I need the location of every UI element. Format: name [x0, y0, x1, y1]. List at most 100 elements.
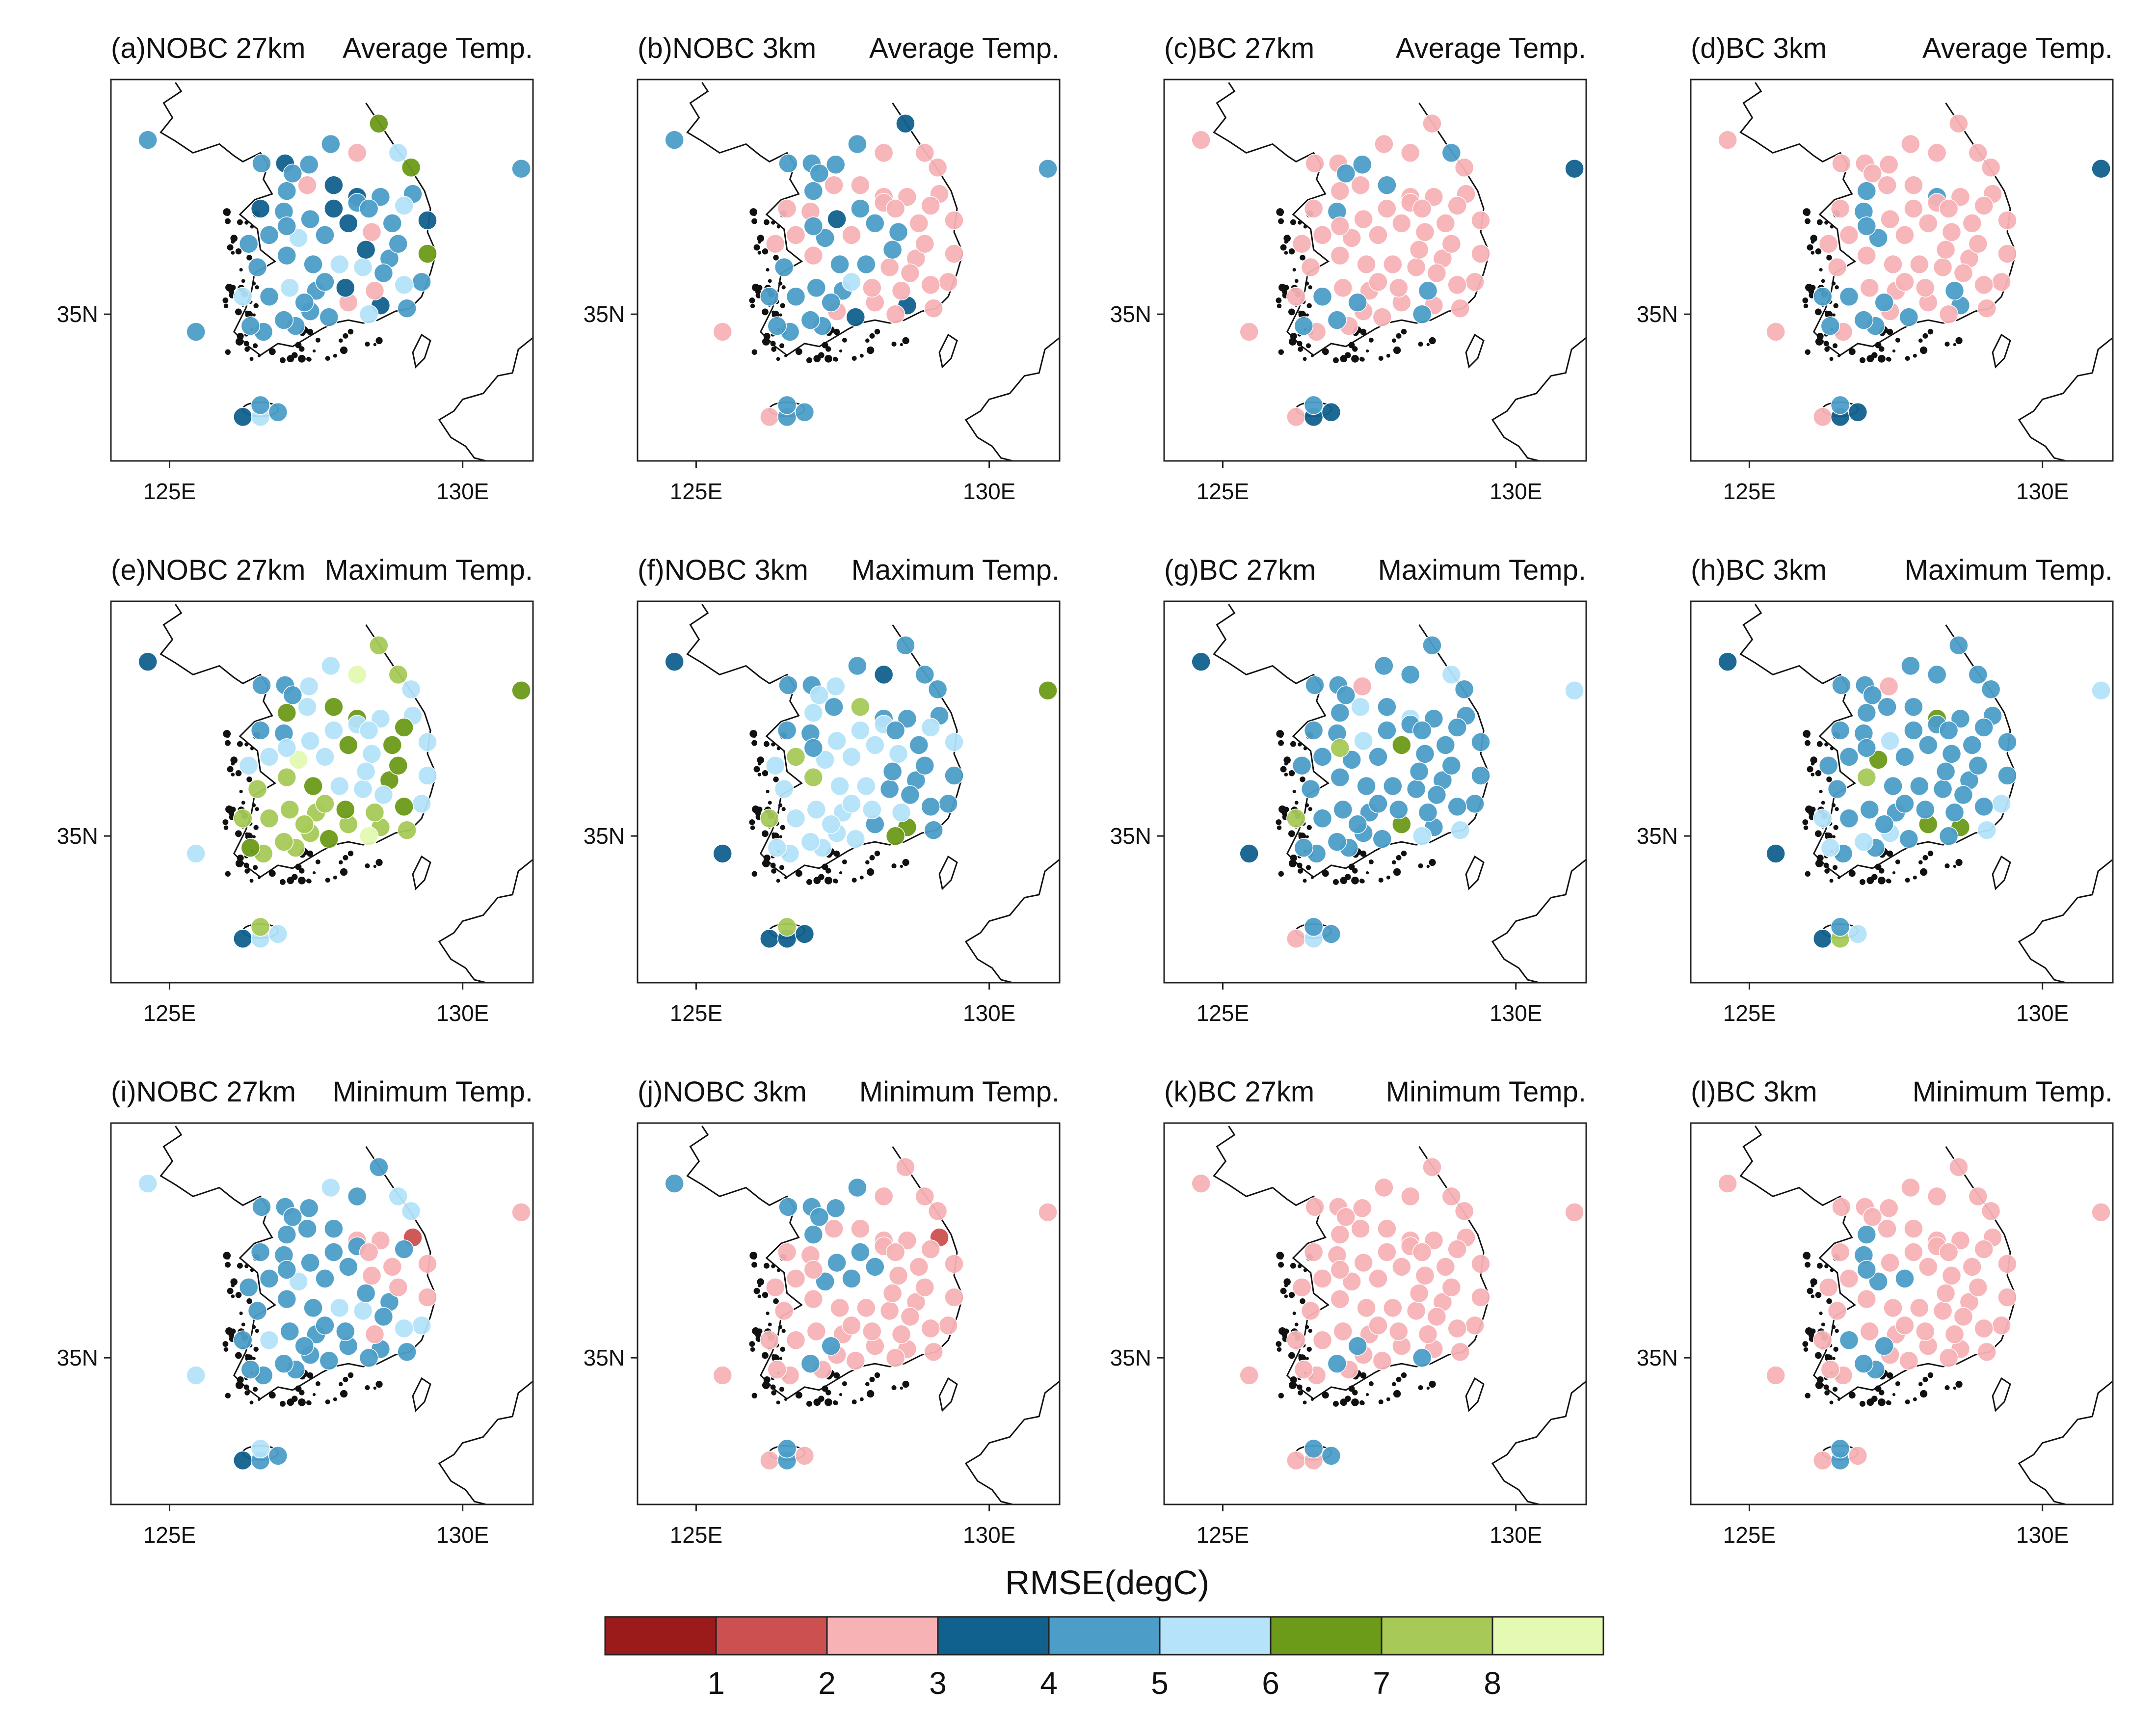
- japan-coastline: [438, 1380, 533, 1504]
- small-island: [307, 328, 314, 335]
- small-island: [1300, 255, 1305, 261]
- station-marker: [924, 1342, 943, 1362]
- north-coastline: [686, 604, 761, 678]
- small-island: [1401, 1372, 1407, 1378]
- small-island: [237, 741, 243, 747]
- station-marker: [803, 703, 824, 723]
- small-island: [1871, 874, 1878, 880]
- station-marker: [713, 844, 732, 863]
- station-marker: [1333, 800, 1353, 820]
- small-island: [279, 879, 286, 885]
- station-marker: [186, 844, 206, 863]
- station-marker: [928, 158, 948, 178]
- station-marker: [1383, 1298, 1403, 1318]
- station-marker: [233, 808, 253, 829]
- station-marker: [1321, 402, 1341, 422]
- small-island: [1832, 1357, 1836, 1360]
- station-marker: [1997, 732, 2017, 752]
- small-island: [1276, 297, 1282, 303]
- map-content: [665, 82, 1060, 461]
- panel-variable: Average Temp.: [343, 32, 533, 64]
- station-marker: [1904, 1219, 1923, 1238]
- station-marker: [777, 721, 797, 740]
- station-marker: [1454, 1201, 1474, 1221]
- small-island: [757, 1278, 764, 1286]
- small-island: [762, 859, 770, 867]
- small-island: [1895, 337, 1900, 343]
- tsushima-island: [1465, 333, 1485, 369]
- small-island: [253, 825, 259, 831]
- station-marker: [1936, 761, 1956, 781]
- small-island: [780, 825, 785, 831]
- small-island: [832, 356, 838, 362]
- station-marker: [1839, 747, 1859, 767]
- station-marker: [1377, 1242, 1397, 1262]
- small-island: [1391, 860, 1396, 865]
- small-island: [1835, 1329, 1839, 1333]
- station-marker: [842, 1269, 861, 1288]
- station-marker: [1191, 652, 1211, 671]
- station-marker: [1351, 697, 1370, 717]
- lon-tick-label: 125E: [1723, 1522, 1776, 1548]
- small-island: [237, 1262, 243, 1269]
- small-island: [781, 1329, 786, 1333]
- small-island: [779, 1387, 785, 1392]
- small-island: [753, 1288, 760, 1294]
- small-island: [1957, 859, 1961, 864]
- small-island: [1878, 354, 1886, 363]
- small-island: [1887, 328, 1893, 335]
- small-island: [1396, 855, 1402, 860]
- station-marker: [1939, 304, 1959, 324]
- small-island: [818, 1395, 825, 1402]
- small-island: [1304, 281, 1309, 286]
- station-marker: [1950, 709, 1970, 728]
- station-marker: [1863, 1207, 1883, 1227]
- station-marker: [1301, 257, 1321, 277]
- station-marker: [786, 808, 806, 829]
- small-island: [338, 1382, 343, 1387]
- station-marker: [1372, 307, 1392, 327]
- small-island: [1344, 352, 1351, 358]
- station-marker: [1899, 1351, 1919, 1370]
- small-island: [763, 219, 770, 225]
- station-marker: [1868, 228, 1888, 248]
- station-marker: [321, 1178, 341, 1198]
- small-island: [1401, 850, 1407, 857]
- small-island: [762, 770, 769, 777]
- station-marker: [909, 735, 929, 755]
- small-island: [1922, 855, 1928, 860]
- small-island: [776, 1400, 780, 1405]
- small-island: [253, 1346, 259, 1352]
- small-island: [833, 328, 840, 335]
- small-island: [239, 1311, 243, 1315]
- station-marker: [1348, 814, 1367, 834]
- station-marker: [824, 697, 844, 717]
- station-marker: [1883, 1298, 1903, 1318]
- small-island: [1871, 1395, 1878, 1402]
- colorbar-box: [1159, 1616, 1272, 1656]
- station-marker: [1383, 254, 1403, 274]
- small-island: [773, 777, 779, 782]
- station-marker: [347, 143, 367, 163]
- station-marker: [1910, 254, 1929, 274]
- station-marker: [760, 287, 779, 307]
- station-marker: [1895, 1315, 1915, 1336]
- panel-variable: Minimum Temp.: [1386, 1076, 1586, 1108]
- lat-tick-label: 35N: [57, 823, 98, 849]
- small-island: [859, 353, 864, 358]
- map-frame: [1163, 79, 1587, 462]
- small-island: [771, 220, 775, 225]
- station-marker: [339, 214, 358, 233]
- small-island: [1290, 1262, 1296, 1269]
- small-island: [1878, 876, 1886, 885]
- lon-tick-label: 130E: [2016, 479, 2069, 504]
- small-island: [751, 740, 758, 746]
- station-marker: [1832, 675, 1851, 695]
- station-marker: [1450, 1342, 1470, 1362]
- station-marker: [388, 234, 408, 254]
- station-marker: [767, 1360, 787, 1379]
- station-marker: [1962, 1257, 1982, 1277]
- station-marker: [1409, 1283, 1429, 1303]
- station-marker: [336, 278, 355, 298]
- station-marker: [821, 293, 841, 312]
